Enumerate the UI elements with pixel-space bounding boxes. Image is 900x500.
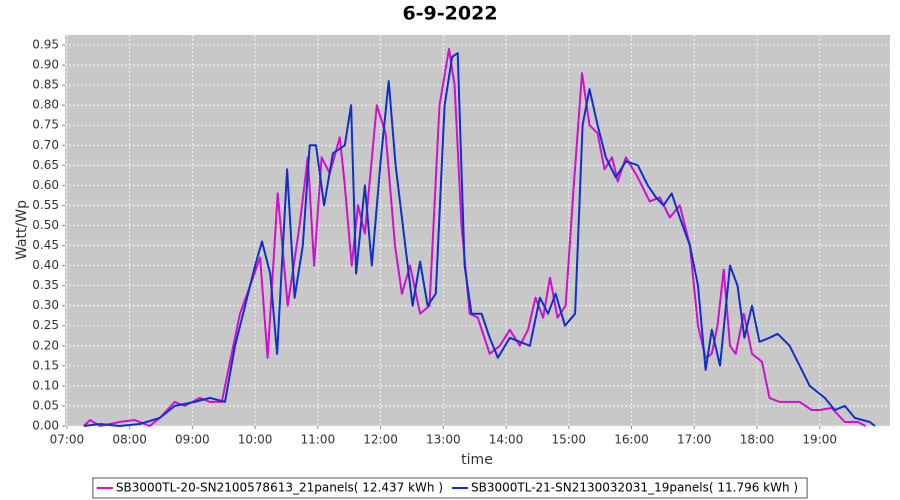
series-line bbox=[83, 52, 876, 427]
y-tick-label: 0.15 bbox=[32, 358, 59, 372]
x-tick-label: 13:00 bbox=[426, 433, 461, 447]
y-tick-label: 0.85 bbox=[32, 78, 59, 92]
x-tick-label: 11:00 bbox=[301, 433, 336, 447]
y-tick-label: 0.55 bbox=[32, 198, 59, 212]
y-tick-label: 0.50 bbox=[32, 218, 59, 232]
chart-title: 6-9-2022 bbox=[402, 3, 497, 25]
x-tick-label: 12:00 bbox=[363, 433, 398, 447]
y-tick-label: 0.45 bbox=[32, 238, 59, 252]
legend-text: SB3000TL-20-SN2100578613_21panels( 12.43… bbox=[116, 481, 443, 495]
y-tick-label: 0.95 bbox=[32, 38, 59, 52]
x-tick-label: 10:00 bbox=[238, 433, 273, 447]
y-tick-label: 0.75 bbox=[32, 118, 59, 132]
x-axis-label: time bbox=[461, 452, 493, 468]
x-tick-label: 07:00 bbox=[50, 433, 85, 447]
y-tick-label: 0.65 bbox=[32, 158, 59, 172]
y-tick-label: 0.20 bbox=[32, 338, 59, 352]
y-tick-label: 0.05 bbox=[32, 398, 59, 412]
legend-box bbox=[92, 477, 808, 499]
x-tick-label: 15:00 bbox=[551, 433, 586, 447]
x-tick-label: 14:00 bbox=[489, 433, 524, 447]
y-axis-label: Watt/Wp bbox=[14, 200, 30, 260]
y-tick-label: 0.00 bbox=[32, 419, 59, 433]
y-tick-label: 0.60 bbox=[32, 178, 59, 192]
y-tick-label: 0.35 bbox=[32, 278, 59, 292]
legend-text: SB3000TL-21-SN2130032031_19panels( 11.79… bbox=[471, 481, 798, 495]
x-tick-label: 19:00 bbox=[802, 433, 837, 447]
x-tick-label: 17:00 bbox=[677, 433, 712, 447]
x-tick-label: 08:00 bbox=[112, 433, 147, 447]
y-tick-label: 0.10 bbox=[32, 378, 59, 392]
y-tick-label: 0.70 bbox=[32, 138, 59, 152]
x-tick-label: 16:00 bbox=[614, 433, 649, 447]
y-tick-label: 0.90 bbox=[32, 58, 59, 72]
y-tick-label: 0.80 bbox=[32, 98, 59, 112]
y-tick-label: 0.30 bbox=[32, 298, 59, 312]
y-tick-label: 0.25 bbox=[32, 318, 59, 332]
y-tick-label: 0.40 bbox=[32, 258, 59, 272]
x-tick-label: 18:00 bbox=[740, 433, 775, 447]
plot-area bbox=[65, 35, 890, 426]
x-tick-label: 09:00 bbox=[175, 433, 210, 447]
